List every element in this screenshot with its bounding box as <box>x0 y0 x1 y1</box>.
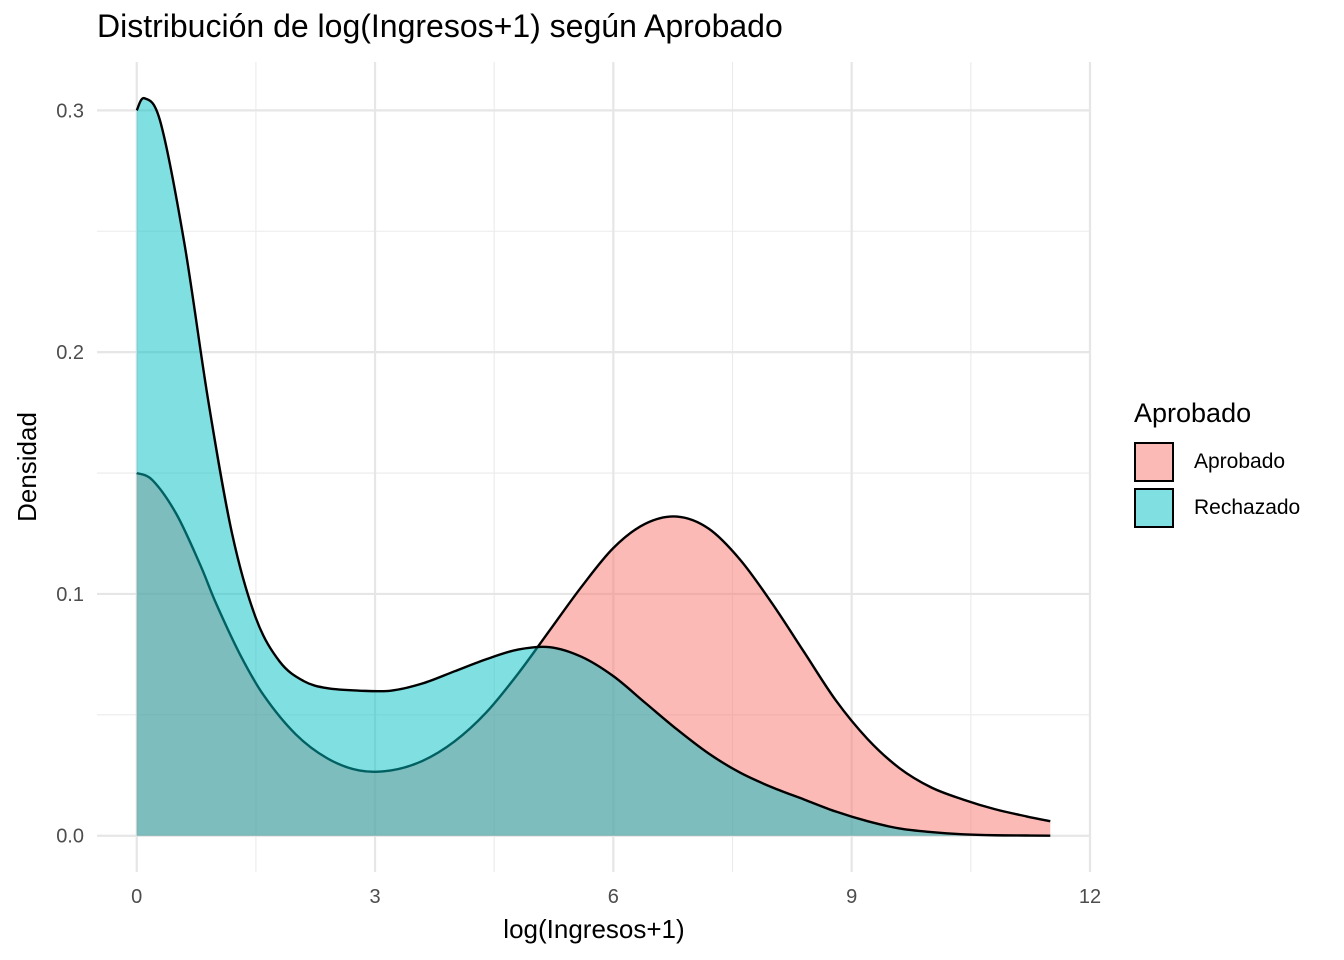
legend: Aprobado Aprobado Rechazado <box>1134 398 1300 531</box>
x-axis-title: log(Ingresos+1) <box>503 914 684 944</box>
x-tick-label: 3 <box>369 886 380 908</box>
density-fill-rechazado <box>136 98 1051 836</box>
legend-title: Aprobado <box>1134 398 1252 428</box>
legend-label-aprobado: Aprobado <box>1194 450 1286 473</box>
chart-title: Distribución de log(Ingresos+1) según Ap… <box>97 8 783 44</box>
legend-item-aprobado: Aprobado <box>1134 439 1300 485</box>
legend-item-rechazado: Rechazado <box>1134 485 1300 531</box>
x-tick-label: 9 <box>846 886 857 908</box>
y-tick-label: 0.3 <box>56 100 84 122</box>
legend-key-aprobado <box>1134 442 1174 482</box>
density-line-rechazado <box>135 96 1051 837</box>
y-tick-label: 0.2 <box>56 342 84 364</box>
x-axis-ticks: 0 3 6 9 12 <box>131 886 1101 908</box>
y-axis-title: Densidad <box>12 412 42 522</box>
y-tick-label: 0.0 <box>56 826 84 848</box>
density-areas <box>135 96 1051 837</box>
legend-key-rechazado <box>1134 488 1174 528</box>
density-fill-aprobado <box>136 473 1051 836</box>
legend-label-rechazado: Rechazado <box>1194 496 1301 519</box>
y-tick-label: 0.1 <box>56 584 84 606</box>
y-axis-ticks: 0.0 0.1 0.2 0.3 <box>56 100 84 847</box>
minor-gridlines <box>97 62 1090 872</box>
x-tick-label: 0 <box>131 886 142 908</box>
x-tick-label: 12 <box>1079 886 1101 908</box>
x-tick-label: 6 <box>608 886 619 908</box>
